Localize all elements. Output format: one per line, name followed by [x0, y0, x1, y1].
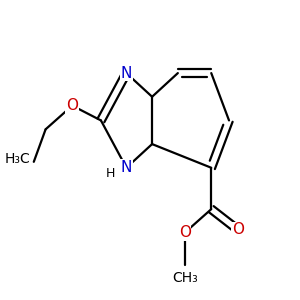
Text: O: O — [232, 222, 244, 237]
Text: O: O — [178, 225, 190, 240]
Text: N: N — [121, 160, 132, 175]
Text: H₃C: H₃C — [5, 152, 31, 166]
Text: O: O — [66, 98, 78, 113]
Text: CH₃: CH₃ — [172, 271, 197, 285]
Text: N: N — [121, 66, 132, 81]
Text: H: H — [105, 167, 115, 180]
